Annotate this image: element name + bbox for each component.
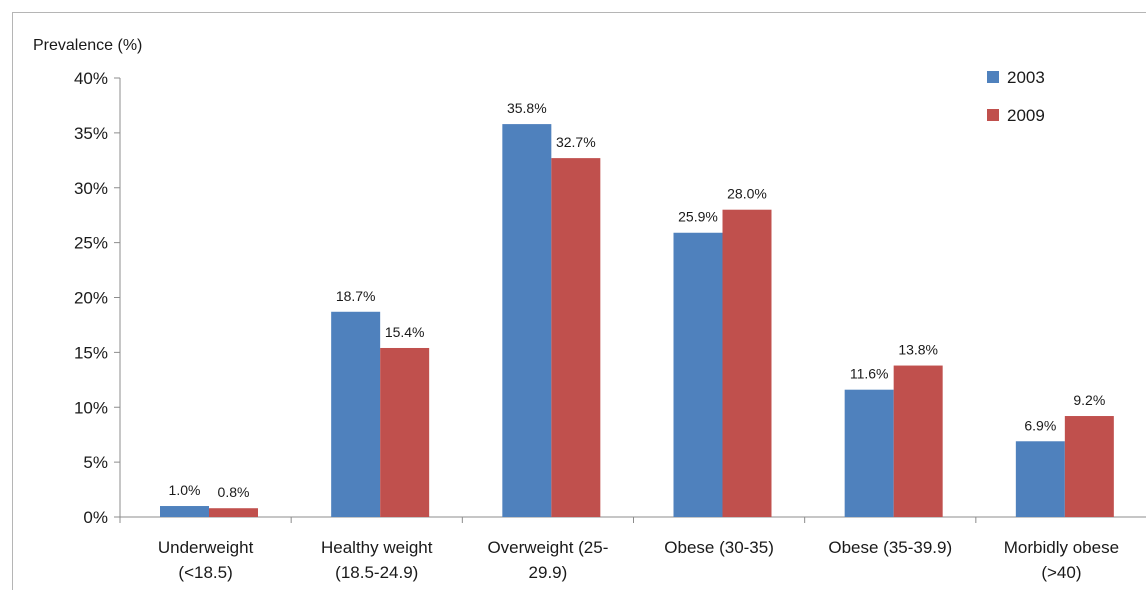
legend: 2003 2009 (987, 68, 1045, 125)
bar-2003-0 (160, 506, 209, 517)
bar-2009-3 (722, 209, 772, 517)
x-category-label: Healthy weight (321, 538, 433, 557)
chart-frame: Prevalence (%) 0% 5% 10% 15% 20% 25% 30% 35% 40%… (12, 12, 1146, 590)
x-category-label: Morbidly obese (1004, 538, 1119, 557)
y-tick-label: 0% (83, 508, 108, 527)
data-label: 32.7% (556, 134, 596, 150)
bar-2009-5 (1064, 416, 1114, 517)
x-axis: Underweight (<18.5) Healthy weight (18.5-24… (119, 516, 1146, 582)
bars (160, 124, 1114, 517)
y-tick-label: 20% (74, 289, 108, 308)
data-label: 9.2% (1073, 392, 1105, 408)
x-category-label: Overweight (25- (487, 538, 608, 557)
y-tick-label: 40% (74, 69, 108, 88)
x-category-label: Obese (30-35) (664, 538, 774, 557)
legend-label-2009: 2009 (1007, 106, 1045, 125)
data-label: 35.8% (507, 100, 547, 116)
bar-chart: Prevalence (%) 0% 5% 10% 15% 20% 25% 30% 35% 40%… (33, 37, 1146, 582)
data-labels: 1.0% 18.7% 35.8% 25.9% 11.6% 6.9% 0.8% 15.4% 32.… (169, 100, 1106, 500)
y-tick-label: 30% (74, 179, 108, 198)
bar-2009-1 (380, 347, 430, 517)
bar-2003-4 (844, 389, 894, 517)
legend-swatch-2003 (987, 71, 999, 83)
x-category-label: Underweight (158, 538, 254, 557)
bar-2003-2 (502, 124, 552, 517)
data-label: 1.0% (169, 482, 201, 498)
bar-2003-3 (673, 232, 723, 517)
x-category-label: (>40) (1041, 563, 1081, 582)
data-label: 13.8% (898, 342, 938, 358)
legend-label-2003: 2003 (1007, 68, 1045, 87)
x-category-label: (18.5-24.9) (335, 563, 418, 582)
x-category-label: 29.9) (529, 563, 568, 582)
bar-2009-4 (893, 365, 943, 517)
y-tick-label: 35% (74, 124, 108, 143)
data-label: 15.4% (385, 324, 425, 340)
data-label: 25.9% (678, 209, 718, 225)
bar-2009-2 (551, 158, 601, 517)
y-axis-title: Prevalence (%) (33, 37, 142, 54)
bar-2009-0 (209, 508, 258, 517)
data-label: 6.9% (1024, 417, 1056, 433)
data-label: 11.6% (850, 366, 889, 382)
legend-swatch-2009 (987, 109, 999, 121)
bar-2003-1 (331, 311, 381, 517)
data-label: 0.8% (218, 484, 250, 500)
bar-2003-5 (1015, 441, 1065, 517)
y-axis: 0% 5% 10% 15% 20% 25% 30% 35% 40% (74, 69, 121, 527)
data-label: 18.7% (336, 288, 376, 304)
y-tick-label: 5% (83, 453, 108, 472)
x-category-label: (<18.5) (178, 563, 232, 582)
x-category-label: Obese (35-39.9) (828, 538, 952, 557)
data-label: 28.0% (727, 186, 767, 202)
y-tick-label: 10% (74, 398, 108, 417)
y-tick-label: 15% (74, 343, 108, 362)
y-tick-label: 25% (74, 234, 108, 253)
